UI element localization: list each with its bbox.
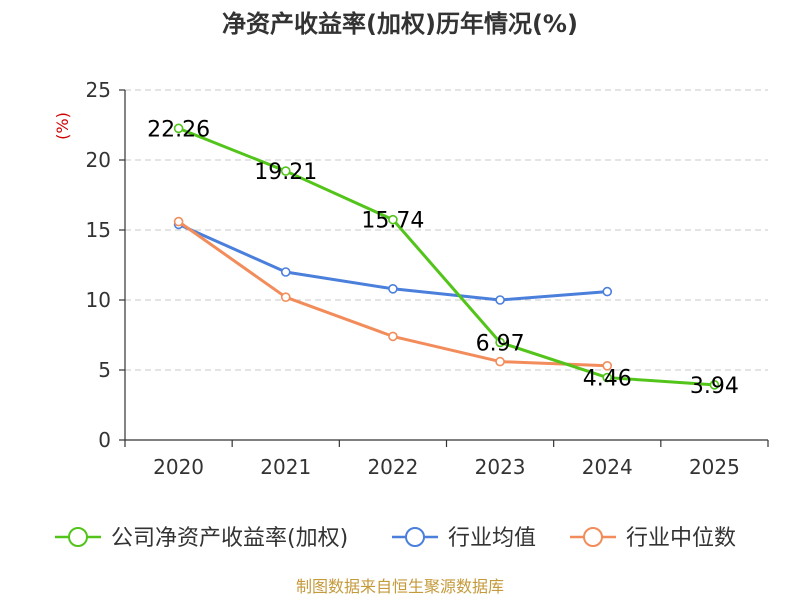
x-tick-label: 2025 (689, 455, 740, 479)
legend-label: 行业中位数 (626, 526, 736, 551)
legend[interactable]: 公司净资产收益率(加权) 行业均值 行业中位数 (55, 526, 736, 551)
y-tick-label: 5 (98, 358, 111, 382)
y-tick-label: 10 (86, 288, 111, 312)
data-label: 19.21 (254, 160, 317, 185)
data-point[interactable] (388, 214, 398, 225)
data-label: 4.46 (583, 367, 632, 392)
data-point[interactable] (280, 292, 291, 303)
x-tick-label: 2020 (153, 455, 204, 479)
data-point[interactable] (280, 267, 291, 277)
legend-marker (405, 527, 425, 547)
data-point[interactable] (709, 380, 720, 390)
x-tick-label: 2022 (367, 455, 418, 479)
chart-title: 净资产收益率(加权)历年情况(%) (222, 10, 578, 38)
source-note: 制图数据来自恒生聚源数据库 (296, 577, 504, 596)
legend-item[interactable]: 行业均值 (392, 526, 536, 551)
grid (125, 89, 768, 371)
series (173, 123, 720, 390)
y-tick-label: 25 (86, 78, 111, 102)
series-line (177, 220, 608, 368)
x-tick-label: 2024 (582, 455, 633, 479)
data-point[interactable] (280, 166, 291, 176)
data-point[interactable] (602, 286, 613, 297)
y-tick-label: 0 (98, 428, 111, 452)
data-point[interactable] (495, 337, 505, 348)
legend-label: 行业均值 (448, 526, 536, 551)
data-label: 3.94 (690, 374, 739, 399)
data-point[interactable] (495, 295, 505, 305)
legend-label: 公司净资产收益率(加权) (111, 526, 348, 551)
data-point[interactable] (388, 331, 398, 342)
data-point[interactable] (173, 123, 184, 134)
data-label: 15.74 (361, 209, 424, 234)
legend-marker (68, 527, 88, 547)
data-point[interactable] (602, 360, 613, 371)
data-point[interactable] (388, 283, 398, 294)
legend-item[interactable]: 公司净资产收益率(加权) (55, 526, 348, 551)
y-tick-label: 15 (86, 218, 111, 242)
y-tick-label: 20 (86, 148, 111, 172)
series-line (178, 126, 715, 387)
data-label: 22.26 (147, 117, 210, 142)
data-labels: 22.26 19.21 15.74 6.97 4.46 3.94 (147, 117, 739, 398)
data-point[interactable] (602, 372, 613, 383)
legend-item[interactable]: 行业中位数 (570, 526, 736, 551)
data-point[interactable] (173, 216, 184, 227)
y-axis-unit: (%) (53, 112, 72, 140)
x-tick-label: 2021 (260, 455, 311, 479)
data-point[interactable] (495, 356, 505, 367)
legend-marker (583, 527, 603, 547)
x-tick-label: 2023 (475, 455, 526, 479)
data-label: 6.97 (476, 331, 525, 356)
